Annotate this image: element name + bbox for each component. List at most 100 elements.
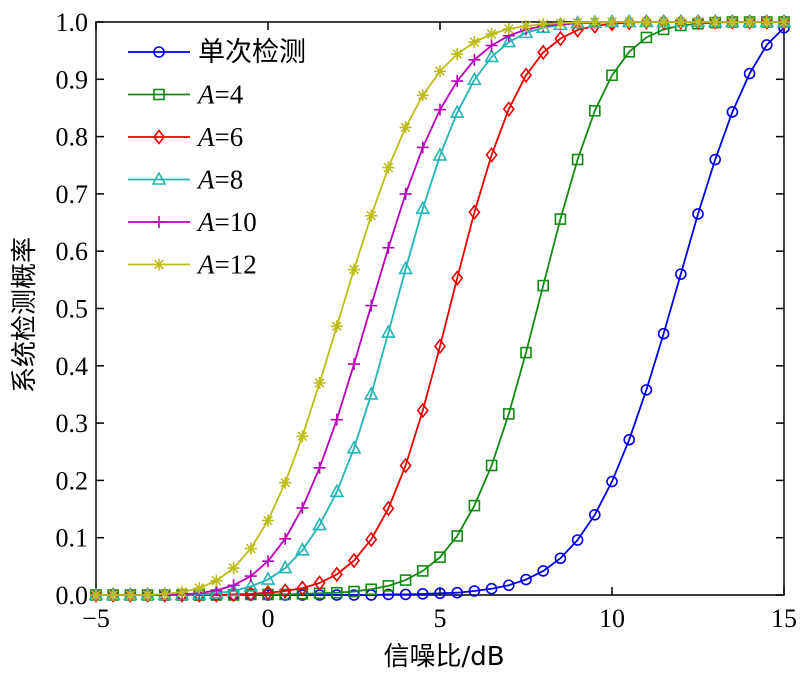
y-tick-label: 0.0 bbox=[56, 581, 89, 610]
data-point bbox=[415, 200, 431, 215]
data-point bbox=[451, 530, 464, 542]
data-point bbox=[588, 508, 601, 521]
data-point bbox=[416, 402, 429, 419]
data-point bbox=[520, 20, 532, 33]
data-point bbox=[709, 16, 722, 28]
data-point bbox=[674, 14, 687, 30]
data-point bbox=[451, 586, 464, 599]
data-point bbox=[365, 531, 378, 548]
series-4 bbox=[90, 16, 790, 601]
legend-var: A bbox=[196, 122, 215, 152]
y-tick-label: 0.5 bbox=[56, 295, 89, 324]
data-point bbox=[726, 14, 739, 30]
data-point bbox=[312, 516, 327, 531]
data-point bbox=[313, 376, 326, 389]
data-point bbox=[554, 30, 567, 47]
data-point bbox=[640, 16, 653, 28]
legend-suffix: =6 bbox=[215, 122, 244, 152]
data-point bbox=[348, 263, 360, 276]
data-point bbox=[743, 67, 756, 80]
data-point bbox=[623, 433, 636, 446]
data-point bbox=[176, 586, 188, 599]
data-point bbox=[432, 147, 448, 161]
data-point bbox=[571, 534, 584, 546]
data-point bbox=[467, 71, 482, 86]
data-point bbox=[519, 67, 533, 84]
data-point bbox=[107, 587, 120, 603]
x-tick-label: −5 bbox=[82, 604, 110, 633]
legend-label: A=12 bbox=[196, 250, 257, 280]
data-point bbox=[347, 552, 361, 569]
data-point bbox=[640, 14, 653, 30]
data-point bbox=[141, 589, 154, 601]
data-point bbox=[760, 16, 773, 28]
data-point bbox=[434, 103, 446, 116]
data-point bbox=[227, 562, 240, 575]
data-point bbox=[399, 457, 412, 474]
legend-marker bbox=[153, 88, 165, 101]
data-point bbox=[501, 33, 517, 48]
data-point bbox=[346, 440, 362, 454]
y-tick-label: 0.9 bbox=[56, 65, 89, 94]
data-point bbox=[743, 14, 756, 30]
data-point bbox=[124, 589, 137, 601]
data-point bbox=[382, 580, 395, 592]
legend-label: A=10 bbox=[196, 207, 257, 237]
data-point bbox=[657, 14, 670, 30]
data-point bbox=[226, 582, 241, 597]
data-point bbox=[709, 14, 722, 30]
legend-label: A=4 bbox=[196, 80, 244, 110]
legend-label: 单次检测 bbox=[198, 37, 306, 68]
data-point bbox=[537, 44, 550, 61]
data-point bbox=[606, 16, 618, 28]
data-point bbox=[227, 579, 240, 592]
series-layer bbox=[88, 13, 792, 603]
data-point bbox=[262, 514, 274, 527]
data-point bbox=[398, 260, 413, 275]
legend-entry: A=4 bbox=[128, 80, 244, 110]
data-point bbox=[691, 14, 705, 30]
data-point bbox=[692, 16, 704, 28]
data-point bbox=[588, 105, 601, 117]
series-3 bbox=[88, 13, 792, 601]
data-point bbox=[518, 24, 534, 39]
data-point bbox=[348, 585, 360, 598]
data-point bbox=[502, 101, 515, 117]
data-point bbox=[141, 587, 154, 603]
legend-name: 单次检测 bbox=[198, 37, 306, 68]
data-point bbox=[726, 106, 739, 118]
legend-marker bbox=[153, 46, 165, 58]
data-point bbox=[262, 555, 274, 568]
data-point bbox=[571, 153, 584, 166]
data-point bbox=[554, 17, 567, 30]
legend-var: A bbox=[196, 250, 215, 280]
data-point bbox=[416, 565, 429, 577]
legend-marker bbox=[151, 171, 167, 185]
data-point bbox=[674, 16, 687, 28]
x-axis-label: 信噪比/dB bbox=[383, 642, 504, 672]
data-point bbox=[416, 89, 429, 102]
legend-entry: A=6 bbox=[128, 122, 243, 152]
data-point bbox=[537, 279, 550, 292]
data-point bbox=[778, 16, 790, 28]
data-point bbox=[90, 589, 102, 601]
data-point bbox=[606, 69, 618, 82]
data-point bbox=[382, 588, 395, 601]
data-point bbox=[279, 588, 292, 601]
data-point bbox=[571, 16, 584, 29]
data-point bbox=[640, 384, 653, 396]
data-point bbox=[484, 48, 499, 63]
data-point bbox=[295, 542, 310, 556]
y-axis-label: 系统检测概率 bbox=[10, 237, 40, 393]
y-tick-label: 0.4 bbox=[56, 352, 89, 381]
data-point bbox=[381, 324, 396, 338]
data-point bbox=[382, 161, 395, 174]
data-point bbox=[279, 476, 292, 489]
data-point bbox=[296, 580, 309, 596]
data-point bbox=[588, 16, 601, 28]
data-point bbox=[399, 588, 412, 601]
data-point bbox=[623, 16, 636, 28]
data-point bbox=[502, 579, 515, 592]
x-tick-label: 5 bbox=[434, 604, 447, 633]
data-point bbox=[657, 327, 670, 340]
